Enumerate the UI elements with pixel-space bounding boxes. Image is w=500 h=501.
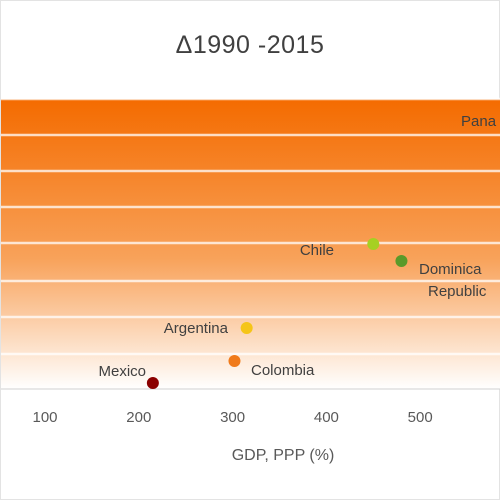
point-label-mexico: Mexico [98, 363, 146, 380]
point-label-chile: Chile [300, 242, 334, 259]
point-label-dominica-republic-1: Republic [428, 283, 487, 300]
x-tick-label-100: 100 [32, 409, 57, 426]
point-labels: Mexico Colombia Argentina Chile Dominica Repu… [98, 113, 496, 380]
point-mexico [146, 377, 159, 389]
chart-title: Δ1990 -2015 [175, 31, 325, 59]
point-argentina [240, 322, 253, 334]
point-label-colombia: Colombia [251, 362, 315, 379]
data-points [146, 238, 408, 389]
grid-lines [1, 97, 500, 356]
x-tick-label-200: 200 [126, 409, 151, 426]
point-dominica-republic [395, 255, 408, 267]
point-label-argentina: Argentina [164, 320, 229, 337]
x-tick-labels: 100 200 300 400 500 [32, 409, 432, 426]
point-label-dominica-republic-0: Dominica [419, 261, 482, 278]
x-tick-label-300: 300 [220, 409, 245, 426]
point-label-pana: Pana [461, 113, 497, 130]
x-axis-title: GDP, PPP (%) [232, 447, 335, 464]
x-tick-label-400: 400 [314, 409, 339, 426]
x-tick-label-500: 500 [408, 409, 433, 426]
point-colombia [228, 355, 241, 367]
point-chile [367, 238, 380, 250]
